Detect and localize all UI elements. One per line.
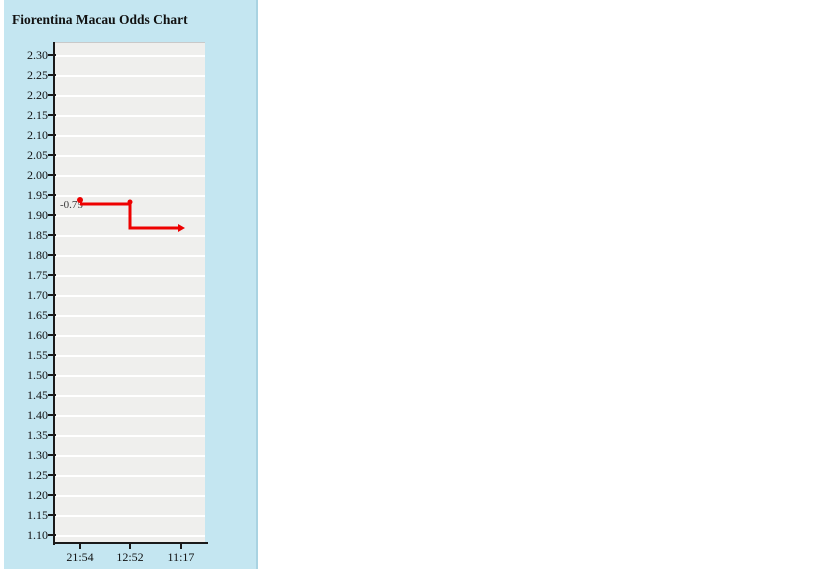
y-axis-label: 1.45 xyxy=(27,388,48,402)
y-axis-label: 2.00 xyxy=(27,168,48,182)
y-tick xyxy=(48,374,56,376)
y-axis-label: 1.40 xyxy=(27,408,48,422)
y-tick xyxy=(48,434,56,436)
y-gridline xyxy=(54,475,205,477)
y-tick xyxy=(48,414,56,416)
y-tick xyxy=(48,54,56,56)
y-axis-label: 1.60 xyxy=(27,328,48,342)
x-tick xyxy=(79,543,81,549)
y-gridline xyxy=(54,435,205,437)
y-axis xyxy=(53,42,55,545)
y-axis-label: 2.10 xyxy=(27,128,48,142)
y-axis-label: 1.35 xyxy=(27,428,48,442)
y-tick xyxy=(48,74,56,76)
y-gridline xyxy=(54,155,205,157)
plot-area: -0.75 xyxy=(54,42,205,544)
y-tick xyxy=(48,234,56,236)
y-gridline xyxy=(54,75,205,77)
y-tick xyxy=(48,474,56,476)
y-axis-label: 1.95 xyxy=(27,188,48,202)
y-gridline xyxy=(54,95,205,97)
x-axis-label: 12:52 xyxy=(116,550,144,564)
y-tick xyxy=(48,274,56,276)
y-axis-label: 1.15 xyxy=(27,508,48,522)
y-axis-label: 1.30 xyxy=(27,448,48,462)
y-axis-label: 2.05 xyxy=(27,148,48,162)
y-gridline xyxy=(54,175,205,177)
y-tick xyxy=(48,294,56,296)
end-arrow-marker xyxy=(178,224,185,232)
y-gridline xyxy=(54,455,205,457)
start-point-marker xyxy=(77,197,83,203)
y-tick xyxy=(48,194,56,196)
y-tick xyxy=(48,214,56,216)
handicap-label: -0.75 xyxy=(60,199,83,211)
odds-line xyxy=(80,202,181,230)
y-axis-label: 1.50 xyxy=(27,368,48,382)
x-axis-label: 11:17 xyxy=(167,550,195,564)
y-gridline xyxy=(54,315,205,317)
y-tick xyxy=(48,354,56,356)
y-gridline xyxy=(54,415,205,417)
odds-panel: Fiorentina Macau Odds Chart -0.75 2.30 2.… xyxy=(4,0,258,569)
y-gridline xyxy=(54,535,205,537)
y-tick xyxy=(48,454,56,456)
y-gridline xyxy=(54,375,205,377)
y-tick xyxy=(48,514,56,516)
chart-title: Fiorentina Macau Odds Chart xyxy=(12,12,188,27)
x-tick xyxy=(129,543,131,549)
y-gridline xyxy=(54,55,205,57)
y-gridline xyxy=(54,235,205,237)
y-gridline xyxy=(54,355,205,357)
y-axis-label: 2.25 xyxy=(27,68,48,82)
y-gridline xyxy=(54,195,205,197)
y-tick xyxy=(48,494,56,496)
y-axis-label: 1.85 xyxy=(27,228,48,242)
y-axis-label: 1.90 xyxy=(27,208,48,222)
y-gridline xyxy=(54,115,205,117)
y-tick xyxy=(48,94,56,96)
y-axis-label: 1.55 xyxy=(27,348,48,362)
y-tick xyxy=(48,154,56,156)
x-tick xyxy=(180,543,182,549)
y-axis-label: 2.30 xyxy=(27,48,48,62)
y-axis-label: 1.20 xyxy=(27,488,48,502)
y-gridline xyxy=(54,135,205,137)
y-axis-label: 1.70 xyxy=(27,288,48,302)
y-axis-label: 1.80 xyxy=(27,248,48,262)
y-gridline xyxy=(54,495,205,497)
y-tick xyxy=(48,334,56,336)
y-tick xyxy=(48,134,56,136)
y-tick xyxy=(48,114,56,116)
y-gridline xyxy=(54,395,205,397)
y-gridline xyxy=(54,255,205,257)
y-tick xyxy=(48,314,56,316)
y-gridline xyxy=(54,335,205,337)
y-gridline xyxy=(54,275,205,277)
y-tick xyxy=(48,394,56,396)
x-axis-label: 21:54 xyxy=(66,550,94,564)
y-axis-label: 1.65 xyxy=(27,308,48,322)
step-point-marker xyxy=(127,199,133,205)
y-axis-label: 2.15 xyxy=(27,108,48,122)
y-axis-label: 2.20 xyxy=(27,88,48,102)
y-axis-label: 1.25 xyxy=(27,468,48,482)
y-tick xyxy=(48,254,56,256)
y-gridline xyxy=(54,515,205,517)
y-axis-label: 1.75 xyxy=(27,268,48,282)
y-tick xyxy=(48,534,56,536)
odds-line-svg xyxy=(77,197,185,232)
y-axis-label: 1.10 xyxy=(27,528,48,542)
y-tick xyxy=(48,174,56,176)
y-gridline xyxy=(54,295,205,297)
